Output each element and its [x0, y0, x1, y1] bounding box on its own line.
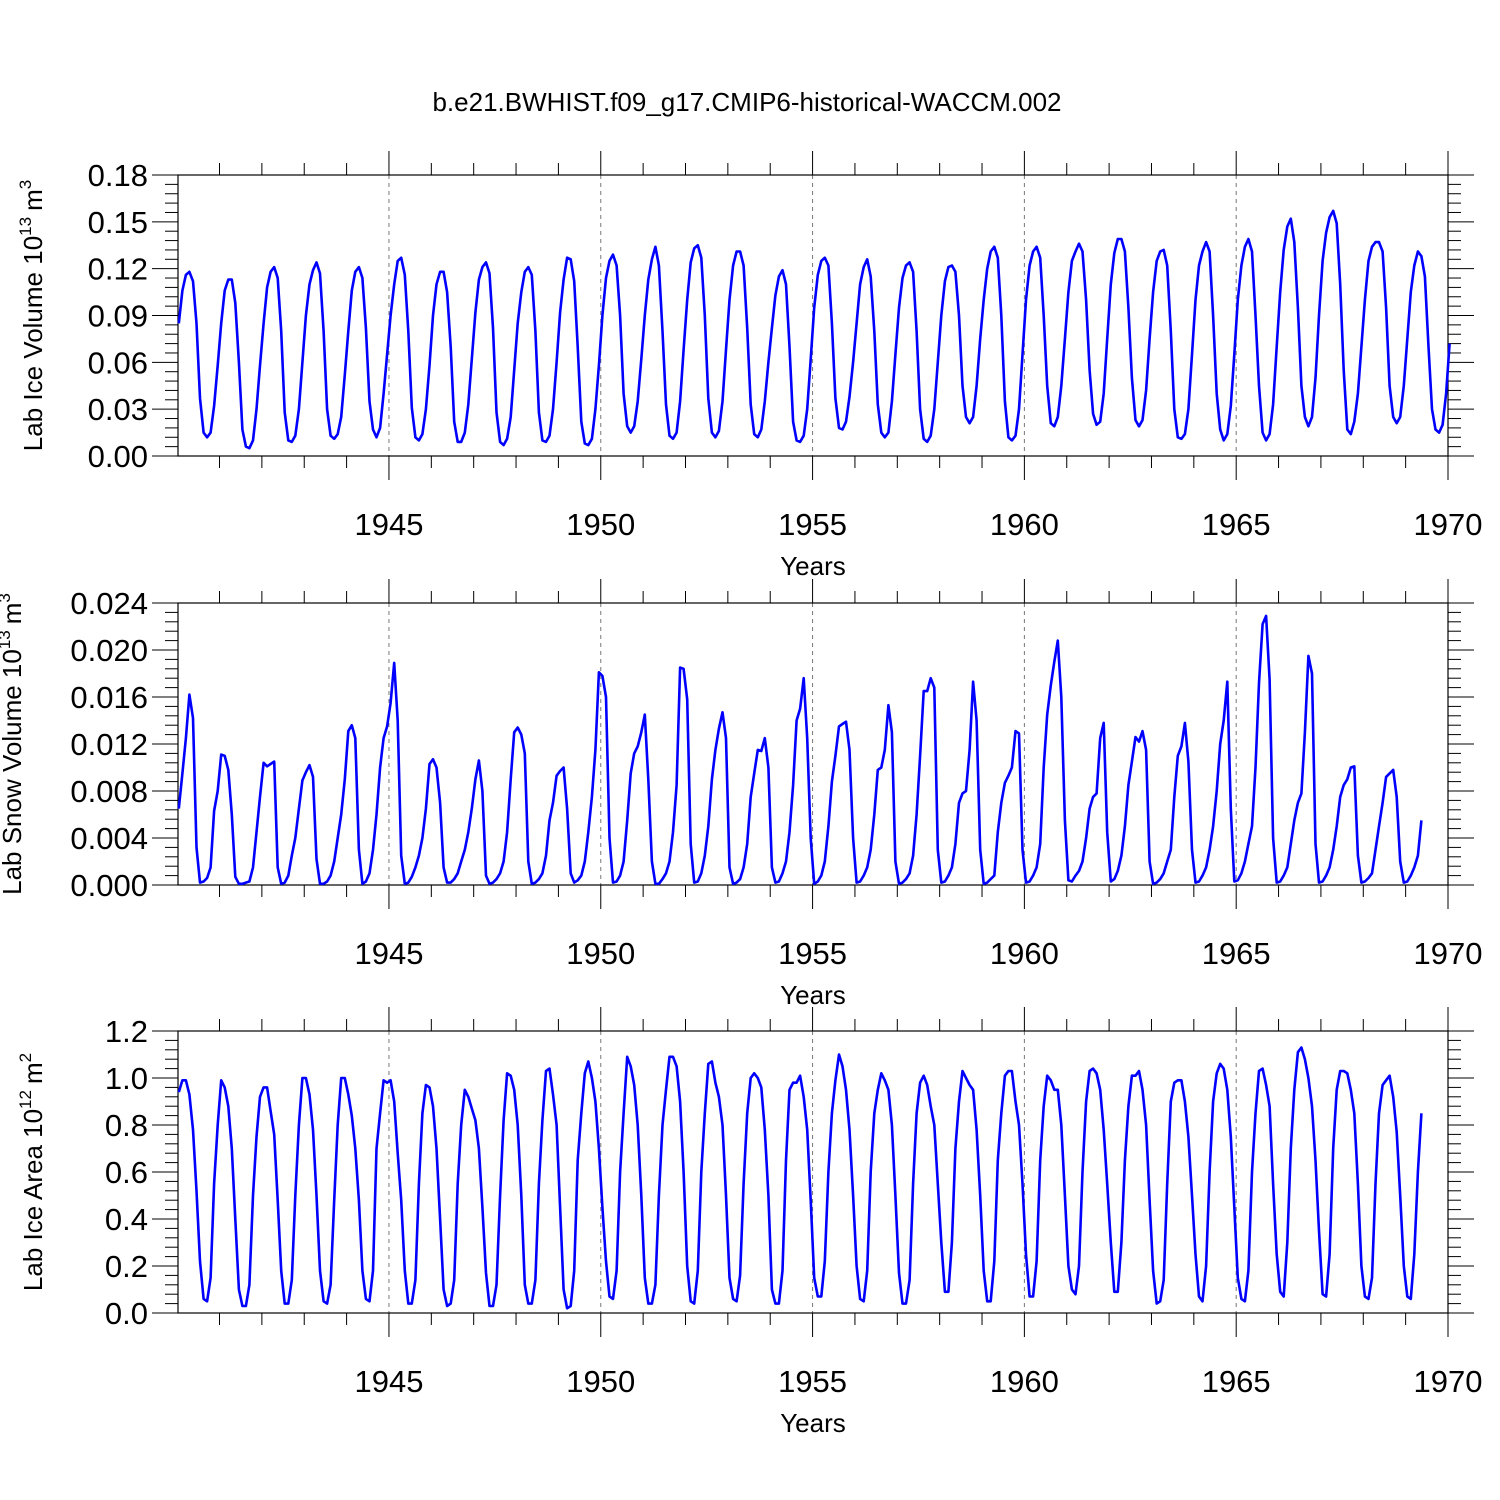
x-tick-label: 1960: [990, 1364, 1059, 1399]
y-tick-label: 0.6: [105, 1155, 148, 1190]
y-tick-label: 0.4: [105, 1202, 148, 1237]
x-tick-label: 1965: [1202, 1364, 1271, 1399]
y-axis-label-unit: m: [18, 1062, 48, 1084]
x-tick-label: 1955: [778, 1364, 847, 1399]
y-tick-label: 0.03: [88, 392, 148, 427]
x-tick-label: 1960: [990, 507, 1059, 542]
y-tick-label: 0.008: [70, 774, 148, 809]
y-axis-label-main: Lab Ice Area 10: [18, 1109, 48, 1291]
y-axis-label-unit-exponent: 3: [16, 180, 35, 189]
x-tick-label: 1950: [566, 1364, 635, 1399]
y-tick-label: 0.000: [70, 868, 148, 903]
y-axis-label: Lab Snow Volume 1013 m3: [0, 593, 27, 895]
y-axis-label-exponent: 13: [0, 630, 14, 649]
panel-2: 0.000 0.004 0.008 0.012 0.016 0.020 0.024 1945 1…: [0, 579, 1482, 1010]
y-axis-label: Lab Ice Volume 1013 m3: [16, 180, 48, 451]
y-axis-label-exponent: 12: [16, 1090, 35, 1109]
y-axis-label-exponent: 13: [16, 217, 35, 236]
series-line: [177, 209, 1451, 450]
x-axis-label: Years: [780, 551, 846, 581]
y-tick-label: 0.020: [70, 633, 148, 668]
x-tick-label: 1970: [1414, 936, 1483, 971]
y-axis-label-unit: m: [0, 603, 27, 625]
x-tick-label: 1970: [1414, 507, 1483, 542]
x-axis-label: Years: [780, 980, 846, 1010]
y-tick-label: 1.0: [105, 1061, 148, 1096]
y-axis-label-main: Lab Snow Volume 10: [0, 649, 27, 895]
y-axis-label-main: Lab Ice Volume 10: [18, 236, 48, 451]
x-tick-label: 1945: [354, 507, 423, 542]
panel-3: 0.0 0.2 0.4 0.6 0.8 1.0 1.2 1945 1950 1955 1960 196…: [16, 1007, 1482, 1438]
y-tick-label: 0.12: [88, 252, 148, 287]
series-line: [177, 614, 1423, 886]
x-tick-label: 1965: [1202, 936, 1271, 971]
y-tick-label: 0.024: [70, 586, 148, 621]
x-tick-label: 1965: [1202, 507, 1271, 542]
series-line: [177, 1046, 1423, 1310]
figure-title: b.e21.BWHIST.f09_g17.CMIP6-historical-WA…: [432, 87, 1061, 117]
panel-1: 0.00 0.03 0.06 0.09 0.12 0.15 0.18 1945 1950 1955…: [16, 151, 1482, 581]
y-axis-label-unit-exponent: 2: [16, 1053, 35, 1062]
x-tick-label: 1945: [354, 936, 423, 971]
y-tick-label: 0.8: [105, 1108, 148, 1143]
x-tick-label: 1950: [566, 936, 635, 971]
y-axis-label-unit: m: [18, 189, 48, 211]
y-tick-label: 1.2: [105, 1014, 148, 1049]
x-tick-label: 1955: [778, 936, 847, 971]
y-tick-label: 0.06: [88, 345, 148, 380]
y-tick-label: 0.15: [88, 205, 148, 240]
y-axis-label: Lab Ice Area 1012 m2: [16, 1053, 48, 1291]
y-axis-label-unit-exponent: 3: [0, 593, 14, 602]
y-tick-label: 0.2: [105, 1249, 148, 1284]
x-tick-label: 1950: [566, 507, 635, 542]
y-tick-label: 0.016: [70, 680, 148, 715]
y-tick-label: 0.00: [88, 439, 148, 474]
y-tick-label: 0.012: [70, 727, 148, 762]
x-tick-label: 1960: [990, 936, 1059, 971]
x-axis-label: Years: [780, 1408, 846, 1438]
y-tick-label: 0.09: [88, 299, 148, 334]
x-tick-label: 1970: [1414, 1364, 1483, 1399]
y-tick-label: 0.18: [88, 158, 148, 193]
x-tick-label: 1945: [354, 1364, 423, 1399]
y-tick-label: 0.0: [105, 1296, 148, 1331]
x-tick-label: 1955: [778, 507, 847, 542]
y-tick-label: 0.004: [70, 821, 148, 856]
